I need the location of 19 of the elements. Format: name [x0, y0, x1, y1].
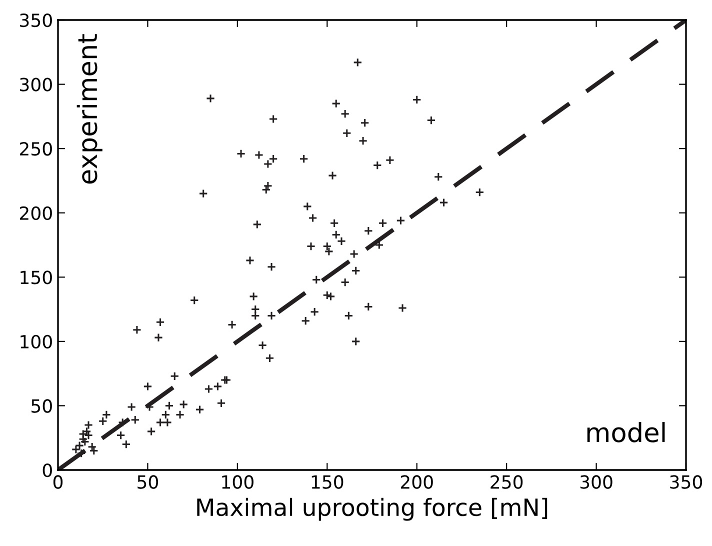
- x-tick-label: 350: [670, 475, 702, 489]
- x-tick-label: 250: [490, 475, 523, 489]
- annotation: model: [587, 422, 665, 442]
- y-tick-label: 150: [20, 270, 52, 284]
- x-axis-title: Maximal uprooting force [mN]: [197, 498, 548, 521]
- x-tick-label: 200: [400, 475, 433, 489]
- y-tick-label: 100: [20, 334, 52, 349]
- x-tick-label: 50: [138, 475, 158, 489]
- y-tick-label: 50: [32, 399, 52, 413]
- y-tick-label: 200: [20, 206, 52, 220]
- y-tick-label: 300: [20, 78, 52, 92]
- x-tick-label: 300: [580, 475, 612, 489]
- y-tick-label: 0: [42, 463, 52, 478]
- x-tick-label: 0: [53, 475, 63, 489]
- y-tick-label: 350: [20, 13, 52, 28]
- x-tick-label: 100: [222, 475, 254, 489]
- annotation: experiment: [76, 34, 102, 184]
- y-tick-label: 250: [20, 142, 52, 156]
- x-tick-label: 150: [312, 475, 344, 489]
